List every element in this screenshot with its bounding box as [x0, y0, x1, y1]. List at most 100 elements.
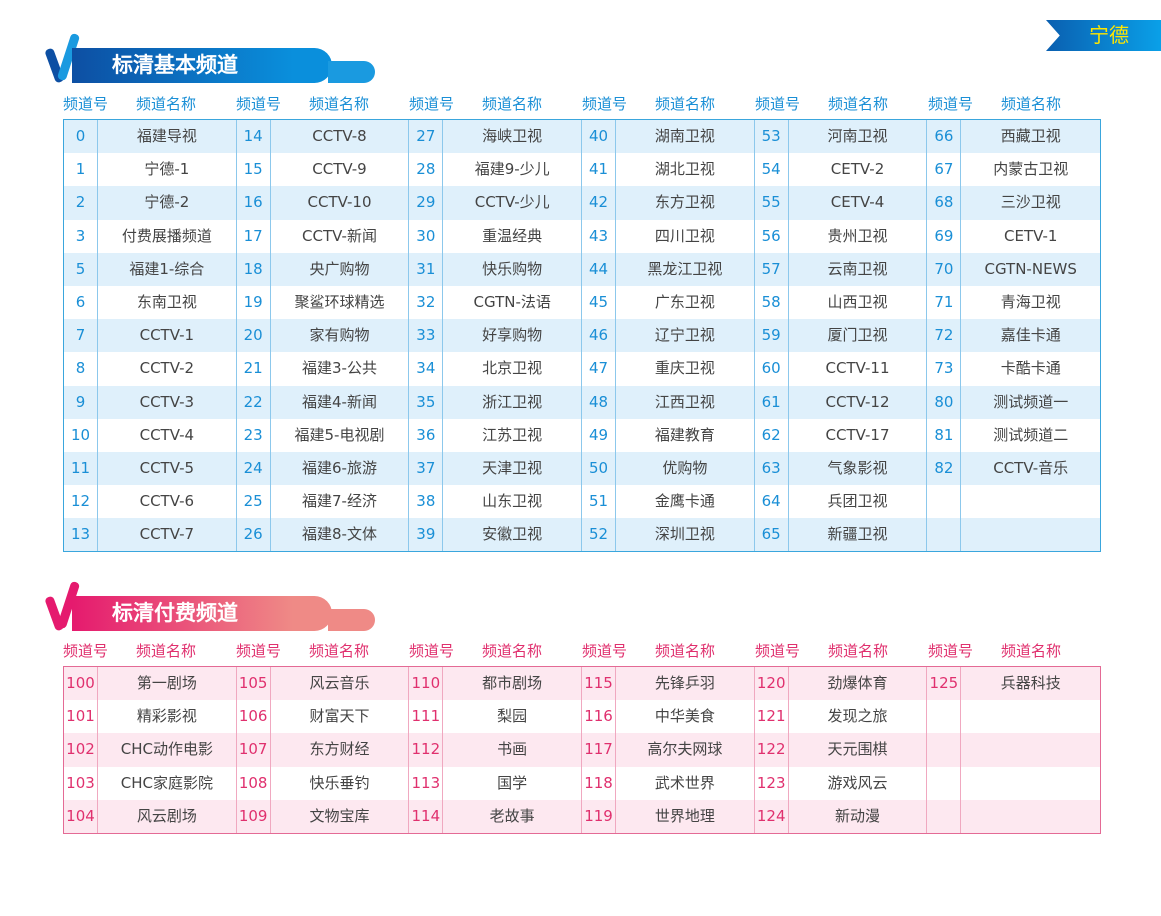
channel-number: 60 [755, 352, 789, 386]
channel-name [961, 485, 1100, 518]
table-row: 73 卡酷卡通 [927, 352, 1100, 386]
channel-name: CCTV-1 [98, 319, 237, 353]
channel-name: 家有购物 [271, 319, 410, 353]
channel-name: 新动漫 [789, 799, 928, 833]
table-row: 81 测试频道二 [927, 418, 1100, 452]
channel-name: 财富天下 [271, 700, 410, 734]
table-row: 29 CCTV-少儿 [409, 186, 583, 220]
channel-number: 49 [582, 418, 617, 452]
section-banner-basic: 标清基本频道 [44, 32, 375, 84]
table-row: 13 CCTV-7 [64, 518, 237, 552]
table-row: 113 国学 [409, 766, 583, 800]
channel-number: 12 [64, 485, 98, 519]
channel-number: 8 [64, 352, 98, 386]
channel-name [961, 518, 1100, 551]
channel-number: 65 [755, 518, 789, 552]
channel-name: 安徽卫视 [443, 518, 583, 552]
channel-number: 120 [755, 667, 789, 701]
table-row: 30 重温经典 [409, 219, 583, 253]
channel-number: 71 [927, 285, 962, 320]
header-channel-number: 频道号 [63, 95, 109, 113]
channel-name: 国学 [443, 766, 583, 800]
channel-number: 66 [927, 120, 962, 154]
table-row: 62 CCTV-17 [755, 418, 928, 452]
header-channel-name: 频道名称 [655, 95, 716, 113]
channel-number: 56 [755, 219, 789, 253]
channel-name: 福建8-文体 [271, 518, 410, 552]
channel-name: CHC家庭影院 [98, 766, 237, 800]
header-group: 频道号 频道名称 [63, 640, 236, 660]
column-headers: 频道号 频道名称 频道号 频道名称 频道号 频道名称 频道号 频道名称 频道号 频道名称 频道号 频道… [63, 93, 1101, 113]
channel-name: CETV-4 [789, 186, 928, 220]
channel-number: 44 [582, 252, 617, 286]
channel-number: 31 [409, 252, 444, 286]
channel-number: 16 [237, 186, 271, 220]
channel-number [927, 518, 962, 552]
channel-number: 42 [582, 186, 617, 220]
table-row: 61 CCTV-12 [754, 385, 928, 419]
table-row: 23 福建5-电视剧 [237, 418, 410, 452]
city-label: 宁德 [1046, 20, 1161, 51]
table-row: 51 金鹰卡通 [582, 485, 755, 519]
channel-number: 113 [409, 766, 444, 800]
channel-name: 福建导视 [98, 120, 237, 154]
channel-number: 117 [582, 733, 617, 767]
channel-number: 46 [582, 319, 617, 353]
channel-number: 9 [64, 385, 98, 419]
table-row [927, 700, 1100, 734]
table-row: 42 东方卫视 [582, 186, 755, 220]
channel-number: 102 [64, 733, 98, 767]
channel-name: 文物宝库 [271, 799, 410, 833]
banner-tail [328, 61, 375, 83]
channel-number: 68 [927, 186, 962, 220]
table-row: 53 河南卫视 [754, 120, 928, 154]
channel-number: 11 [64, 451, 98, 486]
header-channel-number: 频道号 [582, 642, 628, 660]
channel-number: 103 [64, 766, 98, 800]
table-row: 45 广东卫视 [582, 285, 755, 320]
channel-name: CETV-1 [1003, 226, 1058, 245]
channel-name: 福建5-电视剧 [271, 418, 410, 452]
table-row: 9 CCTV-3 [64, 385, 237, 419]
table-column: 0 福建导视 1 宁德-1 2 宁德-2 3 付费展播频道 5 福建1-综合 6 东南卫视 7 CCTV-… [64, 120, 237, 552]
header-group: 频道号 频道名称 [755, 93, 928, 113]
channel-name: CCTV-新闻 [271, 219, 410, 253]
channel-number: 58 [755, 285, 789, 320]
table-row: 69 CETV-1 [927, 219, 1100, 253]
channel-name: 劲爆体育 [789, 667, 928, 701]
header-group: 频道号 频道名称 [755, 640, 928, 660]
channel-number: 26 [237, 518, 271, 552]
channel-number: 112 [409, 733, 444, 767]
table-row: 5 福建1-综合 [64, 252, 237, 286]
table-row: 101 精彩影视 [64, 700, 237, 734]
channel-name: 风云剧场 [98, 799, 237, 833]
channel-number [927, 485, 962, 519]
table-row: 15 CCTV-9 [237, 153, 410, 187]
table-row: 59 厦门卫视 [754, 319, 928, 353]
channel-number: 50 [582, 451, 617, 486]
channel-name: 山东卫视 [443, 485, 583, 519]
table-row: 26 福建8-文体 [236, 518, 410, 552]
channel-number: 63 [755, 451, 789, 486]
table-row: 108 快乐垂钓 [237, 766, 410, 800]
table-row: 20 家有购物 [236, 319, 410, 353]
channel-name: 东南卫视 [98, 285, 237, 320]
header-channel-number: 频道号 [928, 95, 974, 113]
table-row: 19 聚鲨环球精选 [237, 285, 410, 320]
channel-name: 深圳卫视 [616, 518, 755, 552]
channel-name: 发现之旅 [789, 700, 928, 734]
channel-name: CCTV-4 [98, 418, 237, 452]
table-row: 47 重庆卫视 [582, 352, 755, 386]
column-headers: 频道号 频道名称 频道号 频道名称 频道号 频道名称 频道号 频道名称 频道号 频道名称 频道号 频道… [63, 640, 1101, 660]
table-row: 80 测试频道一 [927, 385, 1101, 419]
channel-number: 43 [582, 219, 617, 253]
table-row: 6 东南卫视 [64, 285, 237, 320]
table-row: 57 云南卫视 [754, 252, 928, 286]
channel-number: 69 [927, 219, 962, 253]
channel-name: 重温经典 [443, 219, 583, 253]
channel-number: 25 [237, 485, 271, 519]
channel-name: 优购物 [616, 451, 755, 486]
channel-number: 106 [237, 700, 271, 734]
table-row: 60 CCTV-11 [755, 352, 928, 386]
table-row: 125 兵器科技 [927, 667, 1101, 701]
